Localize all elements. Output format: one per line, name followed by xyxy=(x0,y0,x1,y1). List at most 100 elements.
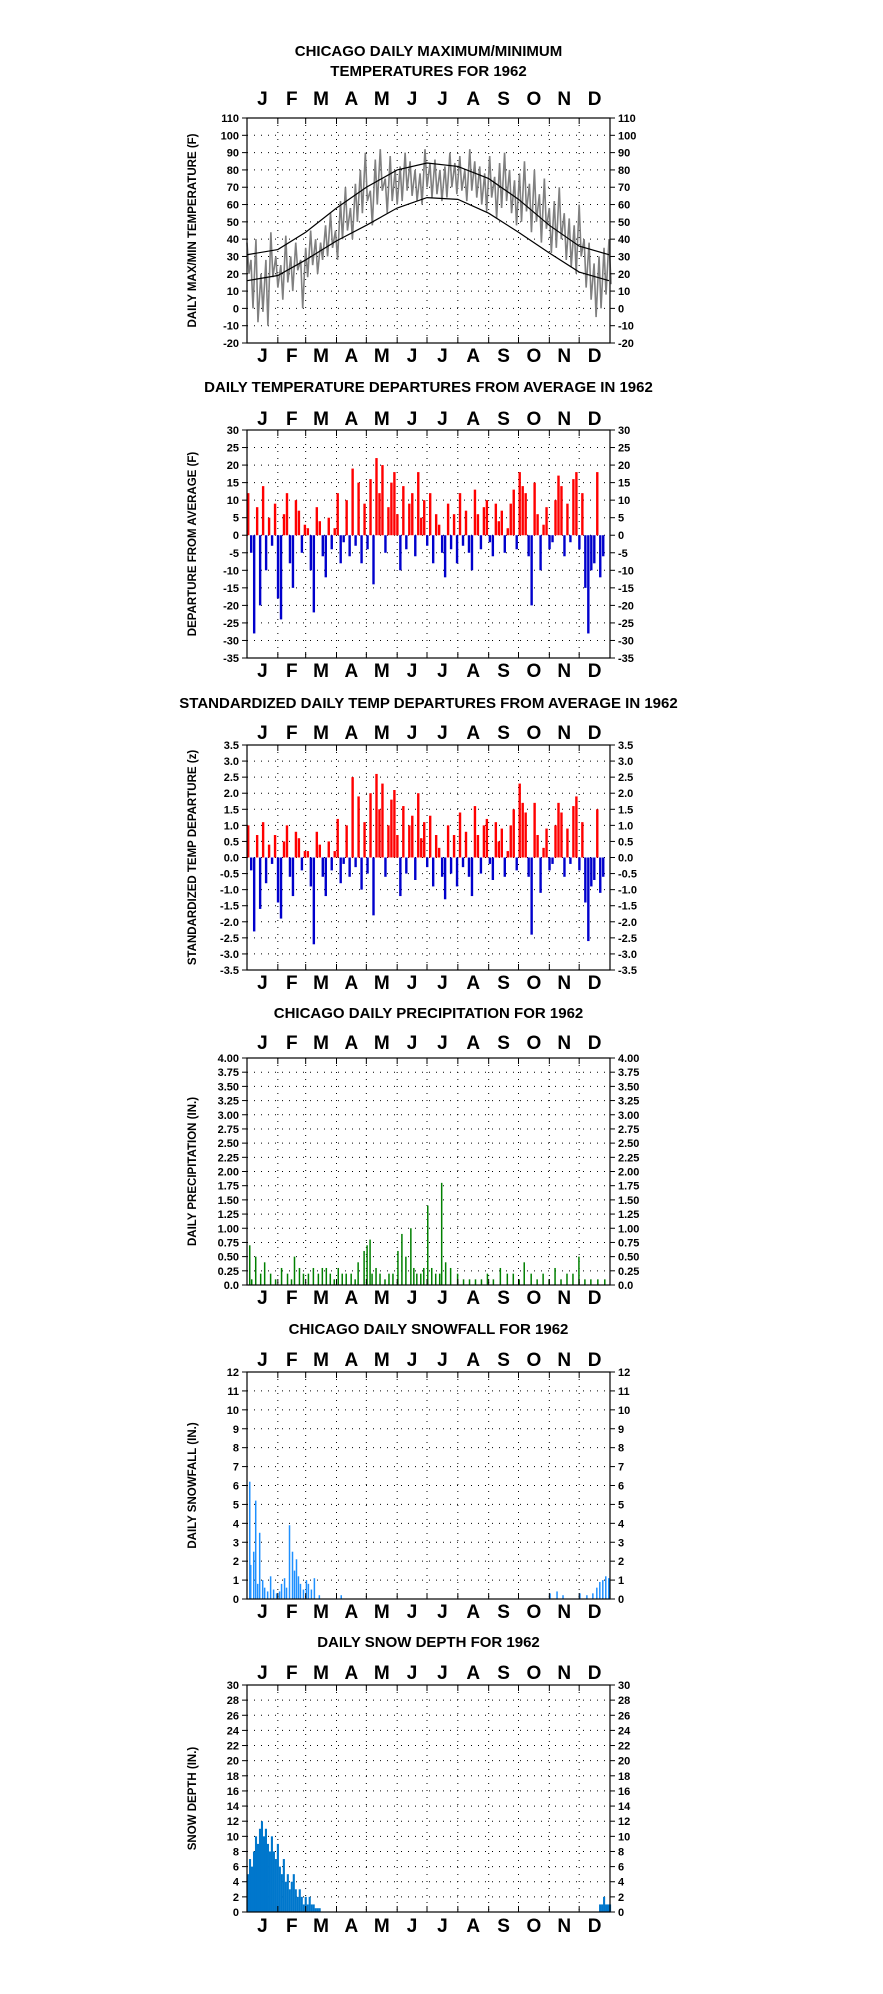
cold-departure-bar xyxy=(309,857,313,887)
month-label-top: M xyxy=(313,1350,329,1371)
month-label-bottom: F xyxy=(286,1602,298,1623)
warm-departure-bar xyxy=(575,796,578,858)
month-label-bottom: M xyxy=(374,1288,390,1309)
snow-depth-bar xyxy=(286,1874,289,1912)
month-label-bottom: J xyxy=(437,1916,448,1937)
warm-departure-bar xyxy=(369,479,372,536)
warm-departure-bar xyxy=(434,514,438,536)
precip-bar xyxy=(369,1239,371,1285)
warm-departure-bar xyxy=(247,825,250,858)
warm-departure-bar xyxy=(485,500,489,536)
warm-departure-bar xyxy=(273,835,277,858)
cold-departure-bar xyxy=(569,535,572,543)
precip-bar xyxy=(486,1273,489,1285)
y-tick-label-left: 110 xyxy=(221,113,239,125)
cold-departure-bar xyxy=(479,857,483,874)
warm-departure-bar xyxy=(524,812,527,858)
warm-departure-bar xyxy=(402,806,405,858)
cold-departure-bar xyxy=(527,857,530,877)
warm-departure-bar xyxy=(306,851,310,858)
cold-departure-bar xyxy=(354,857,357,868)
y-tick-label-right: -0.5 xyxy=(618,869,637,881)
month-label-bottom: J xyxy=(437,973,448,994)
warm-departure-bar xyxy=(506,851,509,858)
y-tick-label-right: 0.25 xyxy=(618,1266,639,1278)
month-label-top: O xyxy=(527,89,542,110)
warm-departure-bar xyxy=(533,482,536,536)
y-tick-label-right: -35 xyxy=(618,653,634,665)
snow-depth-bar xyxy=(280,1874,283,1912)
y-tick-label-left: 2.50 xyxy=(218,1138,239,1150)
month-label-top: F xyxy=(286,1663,298,1684)
warm-departure-bar xyxy=(560,812,563,858)
cold-departure-bar xyxy=(339,857,342,884)
snow-depth-bar xyxy=(308,1896,311,1912)
warm-departure-bar xyxy=(423,500,426,536)
month-label-bottom: M xyxy=(374,973,390,994)
y-tick-label-left: 6 xyxy=(233,1862,239,1874)
cold-departure-bar xyxy=(455,857,459,887)
y-tick-label-right: -20 xyxy=(618,338,634,350)
warm-departure-bar xyxy=(294,831,298,858)
cold-departure-bar xyxy=(587,535,590,634)
precip-bar xyxy=(274,1279,277,1285)
warm-departure-bar xyxy=(500,510,504,536)
y-tick-label-left: 3.5 xyxy=(224,740,239,752)
warm-departure-bar xyxy=(560,486,563,536)
cold-departure-bar xyxy=(443,857,447,900)
snowfall-bar xyxy=(562,1595,564,1599)
warm-departure-bar xyxy=(411,493,414,536)
warm-departure-bar xyxy=(494,822,498,858)
precip-bar xyxy=(341,1273,343,1285)
snow-depth-bar xyxy=(318,1908,321,1912)
y-tick-label-right: 110 xyxy=(618,113,636,125)
snow-depth-bar xyxy=(306,1904,309,1912)
month-label-top: F xyxy=(286,409,298,430)
chart-title: CHICAGO DAILY SNOWFALL FOR 1962 xyxy=(289,1321,569,1338)
snow-depth-bar xyxy=(298,1889,301,1912)
month-label-bottom: A xyxy=(345,1916,359,1937)
precip-bar xyxy=(384,1279,386,1285)
y-tick-label-right: 10 xyxy=(618,495,630,507)
y-tick-label-left: 2 xyxy=(233,1556,239,1568)
warm-departure-bar xyxy=(267,517,271,536)
precip-bar xyxy=(440,1182,443,1285)
snow-depth-bar xyxy=(268,1851,271,1912)
y-tick-label-left: -2.5 xyxy=(220,933,239,945)
snowfall-bar xyxy=(297,1576,300,1599)
month-label-top: J xyxy=(437,1033,448,1054)
cold-departure-bar xyxy=(276,857,280,903)
cold-departure-bar xyxy=(584,535,587,588)
warm-departure-bar xyxy=(375,773,378,858)
cold-departure-bar xyxy=(587,857,590,942)
precip-bar xyxy=(499,1267,502,1285)
precip-bar xyxy=(350,1273,352,1285)
y-tick-label-left: 1.00 xyxy=(218,1223,239,1235)
snowfall-bar xyxy=(605,1576,607,1599)
precip-bar xyxy=(371,1273,373,1285)
month-label-top: M xyxy=(374,723,390,744)
precip-bar xyxy=(506,1273,509,1285)
precip-bar xyxy=(254,1256,257,1285)
warm-departure-bar xyxy=(482,825,486,858)
y-tick-label-left: 5 xyxy=(233,513,239,525)
warm-departure-bar xyxy=(285,493,289,536)
y-tick-label-left: 3 xyxy=(233,1537,239,1549)
chart-precip: CHICAGO DAILY PRECIPITATION FOR 1962JJFF… xyxy=(187,1005,639,1309)
warm-departure-bar xyxy=(476,835,480,858)
y-tick-label-right: 22 xyxy=(618,1741,630,1753)
precip-bar xyxy=(554,1267,556,1285)
month-label-top: D xyxy=(588,89,602,110)
plot-frame xyxy=(246,117,611,344)
warm-departure-bar xyxy=(333,528,336,536)
month-label-top: O xyxy=(527,1033,542,1054)
warm-departure-bar xyxy=(554,825,557,858)
y-axis-label: DAILY PRECIPITATION (IN.) xyxy=(187,1097,199,1246)
month-label-top: A xyxy=(466,1663,480,1684)
month-label-bottom: N xyxy=(557,1288,571,1309)
month-label-bottom: F xyxy=(286,973,298,994)
cold-departure-bar xyxy=(440,535,444,553)
precip-bar xyxy=(518,1279,521,1285)
warm-departure-bar xyxy=(294,500,298,536)
month-label-top: J xyxy=(407,409,418,430)
